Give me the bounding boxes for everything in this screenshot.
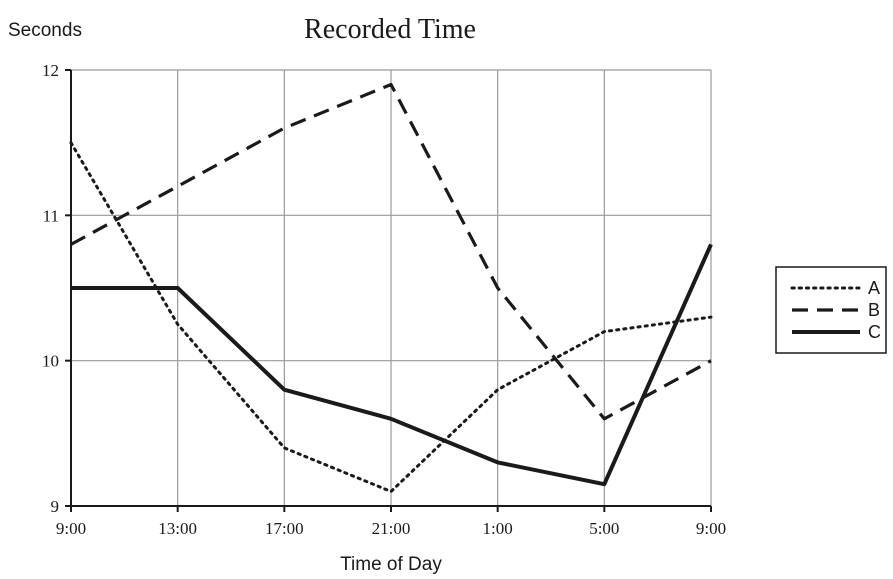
legend-label-c: C (868, 322, 881, 342)
y-axis-label: Seconds (8, 20, 82, 41)
x-tick-label: 13:00 (158, 519, 197, 538)
x-tick-label: 17:00 (265, 519, 304, 538)
axes (65, 69, 712, 512)
x-tick-label: 1:00 (483, 519, 513, 538)
legend-label-b: B (868, 300, 880, 320)
x-tick-label: 5:00 (589, 519, 619, 538)
x-tick-labels: 9:00 13:00 17:00 21:00 1:00 5:00 9:00 (56, 519, 726, 538)
x-axis-label: Time of Day (340, 554, 442, 575)
series-lines (69, 82, 713, 493)
x-tick-label: 9:00 (696, 519, 726, 538)
y-tick-label: 10 (42, 352, 59, 371)
y-tick-label: 12 (42, 61, 59, 80)
series-line-a (69, 141, 713, 493)
series-line-b (70, 82, 712, 421)
x-tick-label: 21:00 (372, 519, 411, 538)
series-line-c (71, 243, 713, 487)
y-tick-labels: 9 10 11 12 (42, 61, 59, 516)
x-tick-label: 9:00 (56, 519, 86, 538)
legend: ABC (775, 266, 887, 354)
y-tick-label: 9 (51, 497, 60, 516)
chart-title: Recorded Time (304, 14, 476, 45)
legend-label-a: A (868, 278, 880, 298)
y-tick-label: 11 (43, 206, 59, 225)
